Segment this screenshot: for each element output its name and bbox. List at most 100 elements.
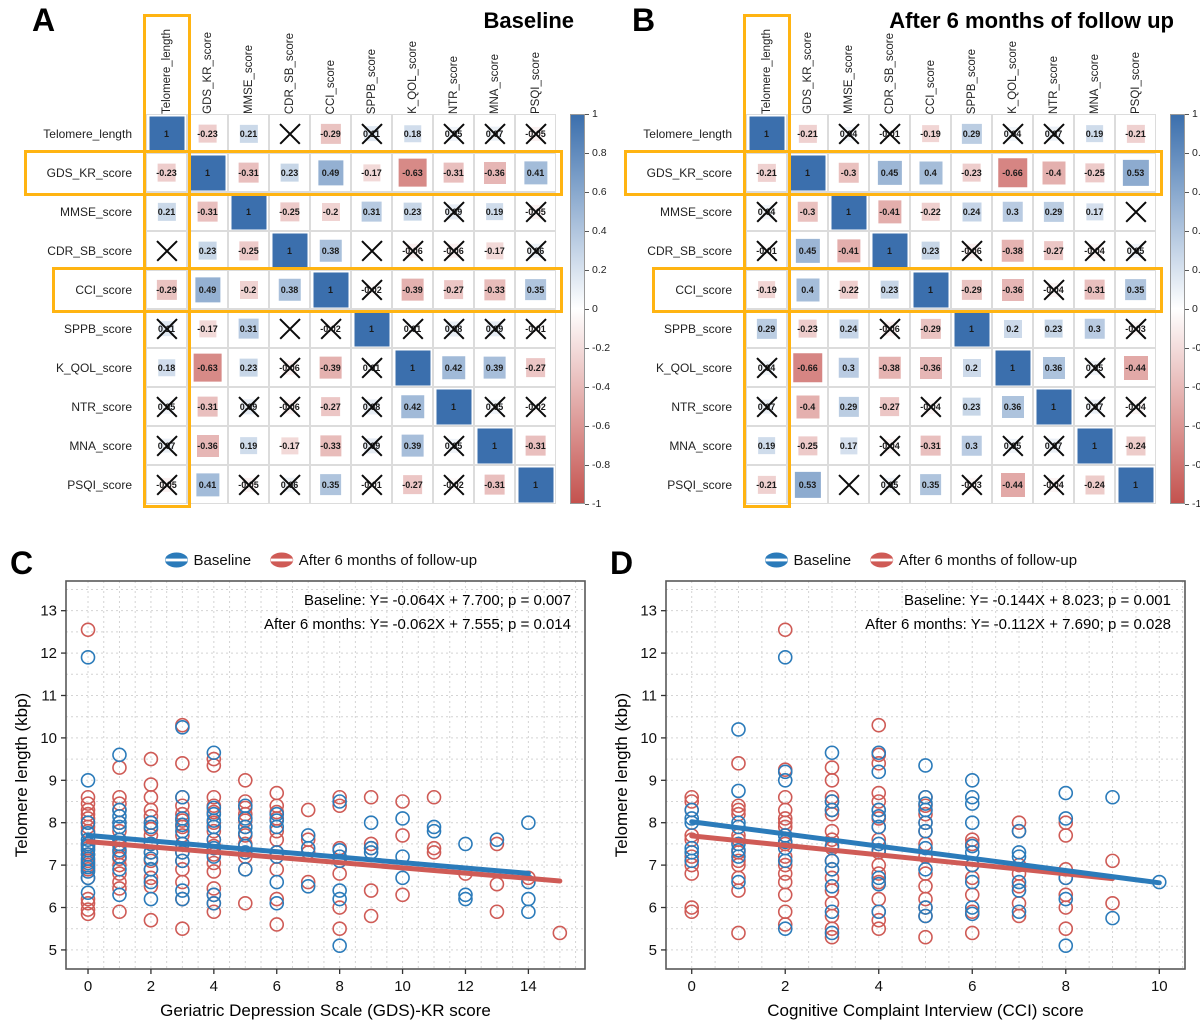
x-axis-tick-label: 10 <box>394 978 411 995</box>
matrix-cell: -0.66 <box>787 348 828 387</box>
y-axis-tick-label: 8 <box>49 815 57 832</box>
scatter-point <box>1011 815 1027 831</box>
matrix-cell: 0.18 <box>146 348 187 387</box>
regression-annotation: After 6 months: Y= -0.062X + 7.555; p = … <box>264 616 571 633</box>
matrix-cell: 0.29 <box>951 114 992 153</box>
correlation-square <box>836 238 861 263</box>
scatter-point <box>871 904 887 920</box>
matrix-row-label: SPPB_score <box>63 321 132 336</box>
correlation-value: 0.2 <box>965 362 978 373</box>
y-axis-tick-label: 9 <box>49 772 57 789</box>
scatter-point <box>237 811 253 826</box>
matrix-cell: 0.2 <box>951 348 992 387</box>
correlation-value: 0.3 <box>1006 206 1019 217</box>
correlation-square <box>919 161 942 184</box>
correlation-square <box>838 396 859 417</box>
matrix-cell: 0.3 <box>828 348 869 387</box>
scatter-point <box>731 756 746 771</box>
correlation-value: -0.31 <box>443 167 464 178</box>
scatter-point <box>80 859 96 875</box>
scatter-point <box>395 887 410 903</box>
colorbar-tick-label: -0.4 <box>1192 381 1200 393</box>
correlation-square <box>194 276 221 303</box>
correlation-value: 0.4 <box>924 167 937 178</box>
colorbar-tick-label: -0.8 <box>592 459 611 471</box>
panel-b-followup-correlation-matrix: B After 6 months of follow up Telomere_l… <box>600 0 1200 535</box>
matrix-cell: 0.2 <box>992 309 1033 348</box>
matrix-cell: -0.31 <box>433 153 474 192</box>
correlation-value: 0.31 <box>362 206 381 217</box>
colorbar-tick-label: 0.2 <box>592 264 607 276</box>
correlation-square <box>921 241 940 260</box>
scatter-point <box>684 866 700 881</box>
matrix-cell: 0.36 <box>992 387 1033 426</box>
matrix-column-label: PSQI_score <box>529 52 542 114</box>
scatter-point <box>363 815 379 831</box>
y-axis-label: Telomere length (kbp) <box>12 693 31 857</box>
scatter-point <box>824 921 840 937</box>
colorbar-gradient <box>1170 114 1185 504</box>
plot-border <box>65 580 586 970</box>
matrix-row-label: Telomere_length <box>643 126 732 141</box>
matrix-cell: 0.07 <box>146 426 187 465</box>
correlation-value: -0.25 <box>279 206 300 217</box>
scatter-point <box>269 891 285 907</box>
matrix-cell: -0.25 <box>269 192 310 231</box>
y-axis-tick-label: 8 <box>649 815 657 832</box>
x-axis-label: Cognitive Complaint Interview (CCI) scor… <box>767 1001 1084 1020</box>
scatter-point <box>1058 900 1074 915</box>
colorbar-tick-mark <box>1185 270 1189 271</box>
correlation-square <box>197 396 218 417</box>
panel-b-title: After 6 months of follow up <box>889 8 1174 33</box>
scatter-point <box>237 773 253 788</box>
matrix-cell: -0.22 <box>910 192 951 231</box>
scatter-point <box>777 764 793 780</box>
scatter-point <box>1058 938 1074 953</box>
matrix-column-label: SPPB_score <box>965 48 978 114</box>
correlation-value: -0.31 <box>1084 284 1105 295</box>
matrix-cell: 0.3 <box>992 192 1033 231</box>
colorbar-tick-mark <box>1185 426 1189 427</box>
scatter-point <box>552 925 568 941</box>
regression-annotation: After 6 months: Y= -0.112X + 7.690; p = … <box>865 616 1171 633</box>
correlation-value: 0.23 <box>280 167 299 178</box>
correlation-square <box>319 473 342 496</box>
matrix-cell: -0.23 <box>187 114 228 153</box>
matrix-cell: 0.07 <box>746 387 787 426</box>
matrix-cell: -0.06 <box>269 348 310 387</box>
correlation-square <box>839 436 858 455</box>
correlation-square <box>961 435 982 456</box>
scatter-point <box>332 798 347 814</box>
correlation-square <box>1085 475 1104 494</box>
scatter-point <box>206 881 222 896</box>
scatter-point <box>112 815 127 831</box>
matrix-cell: 0.17 <box>1074 192 1115 231</box>
matrix-cell: 1 <box>828 192 869 231</box>
panel-label-c: C <box>10 545 34 581</box>
matrix-cell: -0.21 <box>1115 114 1156 153</box>
correlation-square <box>483 161 506 184</box>
correlation-value: -0.27 <box>443 284 464 295</box>
correlation-square <box>436 389 471 424</box>
colorbar-tick-mark <box>1185 231 1189 232</box>
correlation-value: -0.44 <box>1002 479 1023 490</box>
trend-line <box>689 833 1116 882</box>
correlation-value: 1 <box>204 167 210 178</box>
matrix-cell: -0.21 <box>787 114 828 153</box>
matrix-cell: -0.4 <box>787 387 828 426</box>
scatter-point <box>332 883 347 898</box>
matrix-cell: -0.04 <box>1033 270 1074 309</box>
scatter-point <box>824 929 840 945</box>
plot-border <box>665 580 1186 970</box>
scatter-point <box>1105 910 1120 926</box>
colorbar-tick-label: -1 <box>592 498 602 510</box>
correlation-matrix-b: Telomere_length Telomere_length GDS_KR_sco… <box>624 14 1200 510</box>
scatter-point <box>918 796 933 811</box>
scatter-point <box>175 883 190 898</box>
correlation-value: -0.23 <box>156 167 177 178</box>
scatter-point <box>731 722 746 737</box>
correlation-value: 0.35 <box>526 284 545 295</box>
y-axis-tick-label: 9 <box>649 772 657 789</box>
correlation-value: -0.24 <box>1084 479 1105 490</box>
matrix-cell <box>269 114 310 153</box>
